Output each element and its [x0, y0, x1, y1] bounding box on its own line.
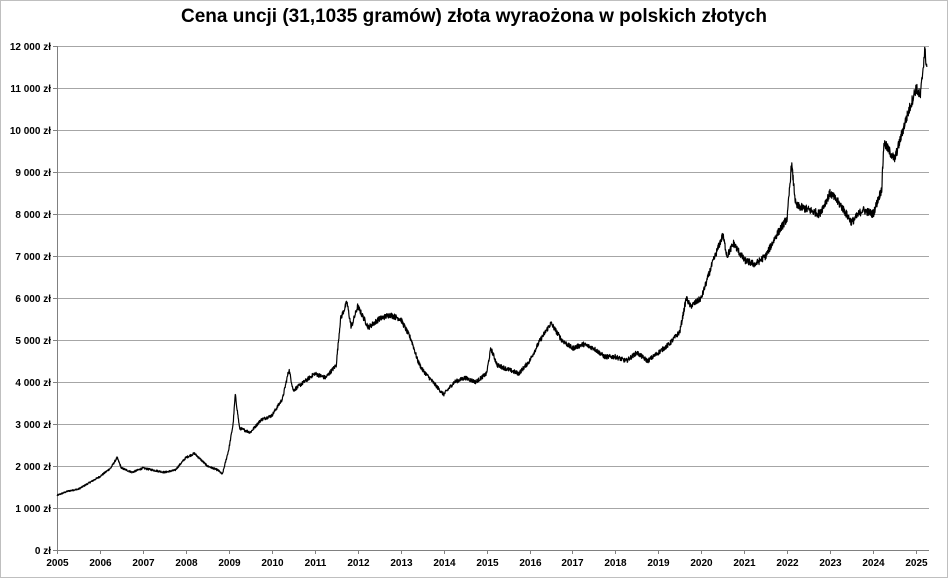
y-tick-label: 6 000 zł [15, 294, 51, 305]
y-tick-label: 9 000 zł [15, 168, 51, 179]
x-tick-label: 2011 [305, 558, 327, 569]
axes [53, 46, 929, 554]
x-tick-label: 2020 [690, 558, 713, 569]
x-tick-label: 2021 [733, 558, 756, 569]
x-tick-label: 2025 [905, 558, 928, 569]
x-tick-label: 2006 [89, 558, 112, 569]
y-tick-label: 7 000 zł [15, 252, 51, 263]
y-axis-tick-labels: 0 zł 1 000 zł 2 000 zł 3 000 zł 4 000 zł 5 00… [10, 42, 51, 557]
series-layer [56, 46, 928, 497]
y-tick-label: 5 000 zł [15, 336, 51, 347]
x-tick-label: 2007 [132, 558, 155, 569]
x-tick-label: 2014 [433, 558, 456, 569]
y-tick-label: 10 000 zł [10, 126, 51, 137]
x-axis-tick-labels: 2005 2006 2007 2008 2009 2010 2011 2012 2013 2014… [46, 558, 928, 569]
x-tick-label: 2010 [261, 558, 284, 569]
x-tick-label: 2023 [819, 558, 842, 569]
series-line [56, 46, 928, 497]
y-tick-label: 11 000 zł [10, 84, 51, 95]
x-tick-label: 2017 [561, 558, 584, 569]
y-tick-label: 1 000 zł [15, 504, 51, 515]
x-tick-label: 2013 [390, 558, 413, 569]
y-tick-label: 12 000 zł [10, 42, 51, 53]
y-tick-label: 3 000 zł [15, 420, 51, 431]
x-tick-label: 2005 [46, 558, 69, 569]
x-tick-label: 2015 [476, 558, 499, 569]
x-tick-label: 2008 [175, 558, 198, 569]
x-tick-label: 2022 [776, 558, 799, 569]
x-tick-label: 2012 [347, 558, 370, 569]
gridlines [57, 46, 929, 509]
x-tick-label: 2024 [862, 558, 885, 569]
x-tick-label: 2019 [647, 558, 670, 569]
y-tick-label: 0 zł [35, 546, 51, 557]
chart-title: Cena uncji (31,1035 gramów) złota wyraoż… [181, 6, 767, 27]
y-tick-label: 8 000 zł [15, 210, 51, 221]
x-tick-label: 2009 [218, 558, 241, 569]
y-tick-label: 2 000 zł [15, 462, 51, 473]
x-tick-label: 2016 [519, 558, 542, 569]
y-tick-label: 4 000 zł [15, 378, 51, 389]
x-tick-label: 2018 [604, 558, 627, 569]
